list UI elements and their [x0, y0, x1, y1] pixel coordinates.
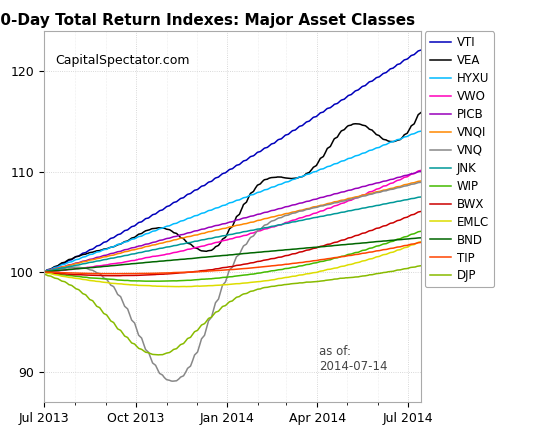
Text: CapitalSpectator.com: CapitalSpectator.com [55, 54, 190, 67]
Line: EMLC: EMLC [44, 242, 421, 287]
Legend: VTI, VEA, HYXU, VWO, PICB, VNQI, VNQ, JNK, WIP, BWX, EMLC, BND, TIP, DJP: VTI, VEA, HYXU, VWO, PICB, VNQI, VNQ, JN… [425, 31, 494, 287]
Line: VNQ: VNQ [44, 182, 421, 381]
Line: JNK: JNK [44, 197, 421, 272]
Text: as of:
2014-07-14: as of: 2014-07-14 [319, 345, 388, 373]
Line: WIP: WIP [44, 231, 421, 281]
Text: 250-Day Total Return Indexes: Major Asset Classes: 250-Day Total Return Indexes: Major Asse… [0, 13, 415, 29]
Line: VTI: VTI [44, 50, 421, 272]
Line: BND: BND [44, 238, 421, 272]
Line: TIP: TIP [44, 242, 421, 274]
Line: DJP: DJP [44, 266, 421, 355]
Line: HYXU: HYXU [44, 131, 421, 272]
Line: BWX: BWX [44, 211, 421, 276]
Line: VNQI: VNQI [44, 181, 421, 272]
Line: PICB: PICB [44, 171, 421, 272]
Line: VEA: VEA [44, 112, 421, 272]
Line: VWO: VWO [44, 170, 421, 272]
